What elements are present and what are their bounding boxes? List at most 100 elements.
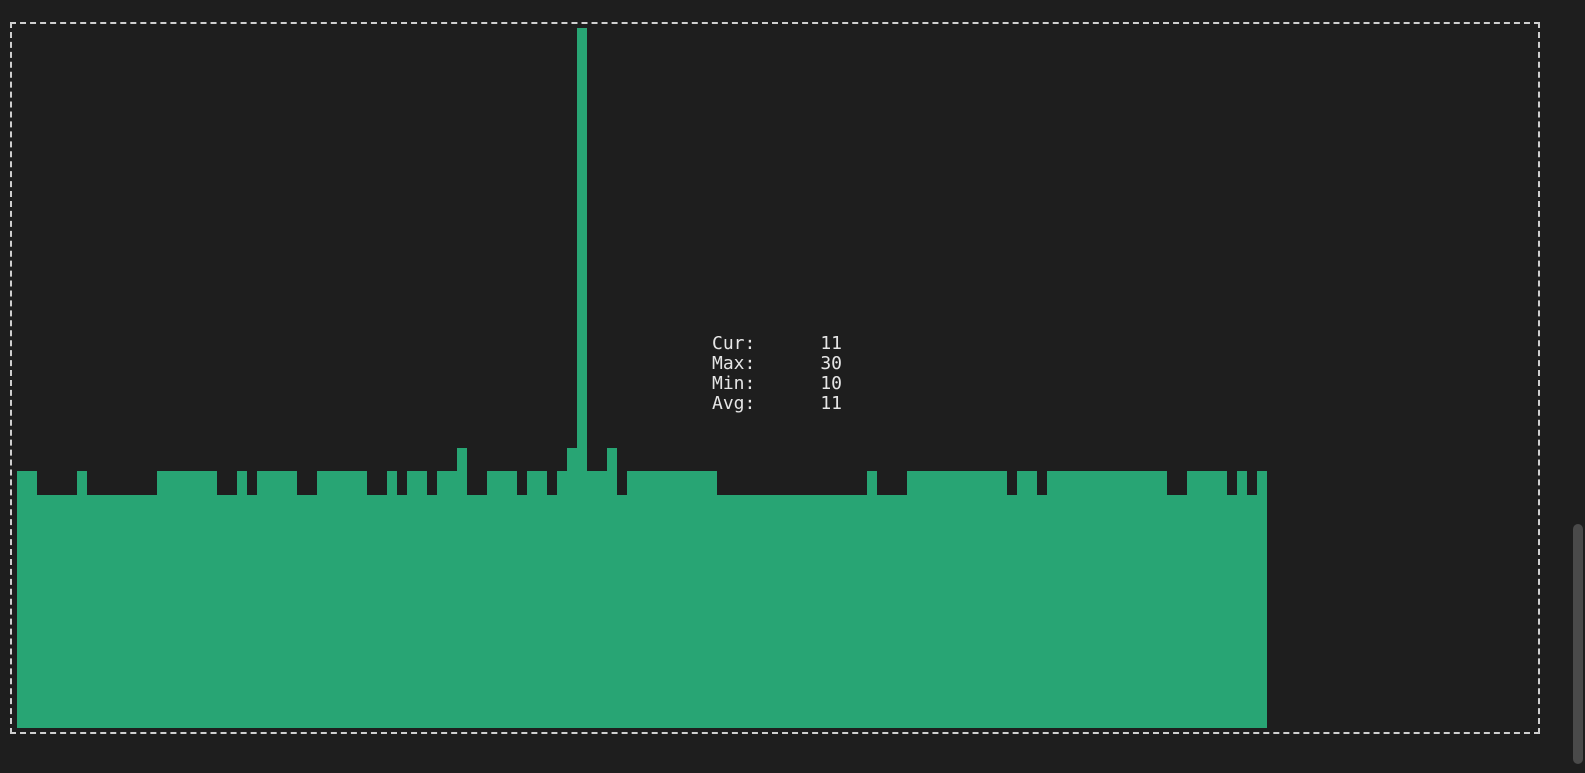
bar xyxy=(587,471,597,728)
bar xyxy=(1247,495,1257,728)
scrollbar-thumb[interactable] xyxy=(1573,524,1583,764)
bar xyxy=(547,495,557,728)
bar xyxy=(1127,471,1137,728)
stat-label: Min: xyxy=(712,374,802,394)
stat-value: 11 xyxy=(802,394,842,414)
bar xyxy=(837,495,847,728)
bar xyxy=(277,471,287,728)
bar xyxy=(1227,495,1237,728)
bar xyxy=(927,471,937,728)
bar xyxy=(17,471,27,728)
bar xyxy=(607,448,617,728)
bar xyxy=(47,495,57,728)
bar xyxy=(627,471,637,728)
bar xyxy=(1107,471,1117,728)
bar xyxy=(937,471,947,728)
bar xyxy=(1187,471,1197,728)
bar xyxy=(737,495,747,728)
bar xyxy=(767,495,777,728)
bar xyxy=(807,495,817,728)
bar xyxy=(457,448,467,728)
bar xyxy=(27,471,37,728)
stats-overlay: Cur:11Max:30Min:10Avg:11 xyxy=(712,334,842,414)
bar xyxy=(1137,471,1147,728)
bar xyxy=(887,495,897,728)
bar xyxy=(677,471,687,728)
bar xyxy=(757,495,767,728)
stat-row: Avg:11 xyxy=(712,394,842,414)
bar xyxy=(1237,471,1247,728)
bar xyxy=(527,471,537,728)
stat-value: 11 xyxy=(802,334,842,354)
bar xyxy=(797,495,807,728)
bar xyxy=(1027,471,1037,728)
bar xyxy=(777,495,787,728)
bar xyxy=(247,495,257,728)
bar xyxy=(117,495,127,728)
bar xyxy=(317,471,327,728)
bar xyxy=(87,495,97,728)
bar xyxy=(1077,471,1087,728)
bar xyxy=(827,495,837,728)
bar xyxy=(1007,495,1017,728)
bar xyxy=(177,471,187,728)
bar xyxy=(877,495,887,728)
bar xyxy=(977,471,987,728)
bar xyxy=(397,495,407,728)
bar xyxy=(787,495,797,728)
bar xyxy=(597,471,607,728)
bar xyxy=(327,471,337,728)
stat-label: Max: xyxy=(712,354,802,374)
bar xyxy=(497,471,507,728)
bar-chart xyxy=(17,28,1267,728)
stat-row: Cur:11 xyxy=(712,334,842,354)
bar xyxy=(187,471,197,728)
bar xyxy=(1017,471,1027,728)
bar xyxy=(267,471,277,728)
bar xyxy=(1197,471,1207,728)
stat-row: Max:30 xyxy=(712,354,842,374)
bar xyxy=(447,471,457,728)
bar xyxy=(1087,471,1097,728)
bar xyxy=(1167,495,1177,728)
bar xyxy=(557,471,567,728)
chart-panel-border: Cur:11Max:30Min:10Avg:11 xyxy=(10,22,1540,734)
bar xyxy=(77,471,87,728)
stat-label: Avg: xyxy=(712,394,802,414)
bar xyxy=(1207,471,1217,728)
bar xyxy=(257,471,267,728)
bar xyxy=(967,471,977,728)
bar xyxy=(917,471,927,728)
bar xyxy=(907,471,917,728)
bar xyxy=(127,495,137,728)
bar xyxy=(747,495,757,728)
bar xyxy=(487,471,497,728)
bar xyxy=(197,471,207,728)
scrollbar-track[interactable] xyxy=(1573,0,1583,773)
bar xyxy=(957,471,967,728)
bar xyxy=(167,471,177,728)
bar xyxy=(847,495,857,728)
bar xyxy=(867,471,877,728)
bar xyxy=(707,471,717,728)
bar xyxy=(537,471,547,728)
bar xyxy=(947,471,957,728)
bar xyxy=(147,495,157,728)
bar xyxy=(577,28,587,728)
bar xyxy=(437,471,447,728)
bar xyxy=(387,471,397,728)
bar xyxy=(567,448,577,728)
bar xyxy=(157,471,167,728)
bar xyxy=(657,471,667,728)
stat-label: Cur: xyxy=(712,334,802,354)
bar xyxy=(217,495,227,728)
bar xyxy=(717,495,727,728)
bar xyxy=(667,471,677,728)
bar xyxy=(307,495,317,728)
bar xyxy=(697,471,707,728)
bar xyxy=(357,471,367,728)
bar xyxy=(417,471,427,728)
bar xyxy=(1157,471,1167,728)
bar xyxy=(67,495,77,728)
bar xyxy=(1177,495,1187,728)
